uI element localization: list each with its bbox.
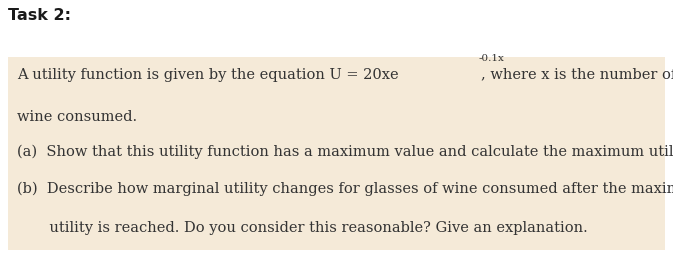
Text: A utility function is given by the equation U = 20xe: A utility function is given by the equat… bbox=[17, 68, 398, 82]
Text: (b)  Describe how marginal utility changes for glasses of wine consumed after th: (b) Describe how marginal utility change… bbox=[17, 182, 673, 196]
Text: Task 2:: Task 2: bbox=[8, 8, 71, 23]
Text: -0.1x: -0.1x bbox=[479, 54, 505, 63]
Text: utility is reached. Do you consider this reasonable? Give an explanation.: utility is reached. Do you consider this… bbox=[17, 221, 588, 235]
Text: wine consumed.: wine consumed. bbox=[17, 110, 137, 124]
FancyBboxPatch shape bbox=[8, 57, 665, 250]
Text: (a)  Show that this utility function has a maximum value and calculate the maxim: (a) Show that this utility function has … bbox=[17, 144, 673, 159]
Text: , where x is the number of glasses of: , where x is the number of glasses of bbox=[481, 68, 673, 82]
